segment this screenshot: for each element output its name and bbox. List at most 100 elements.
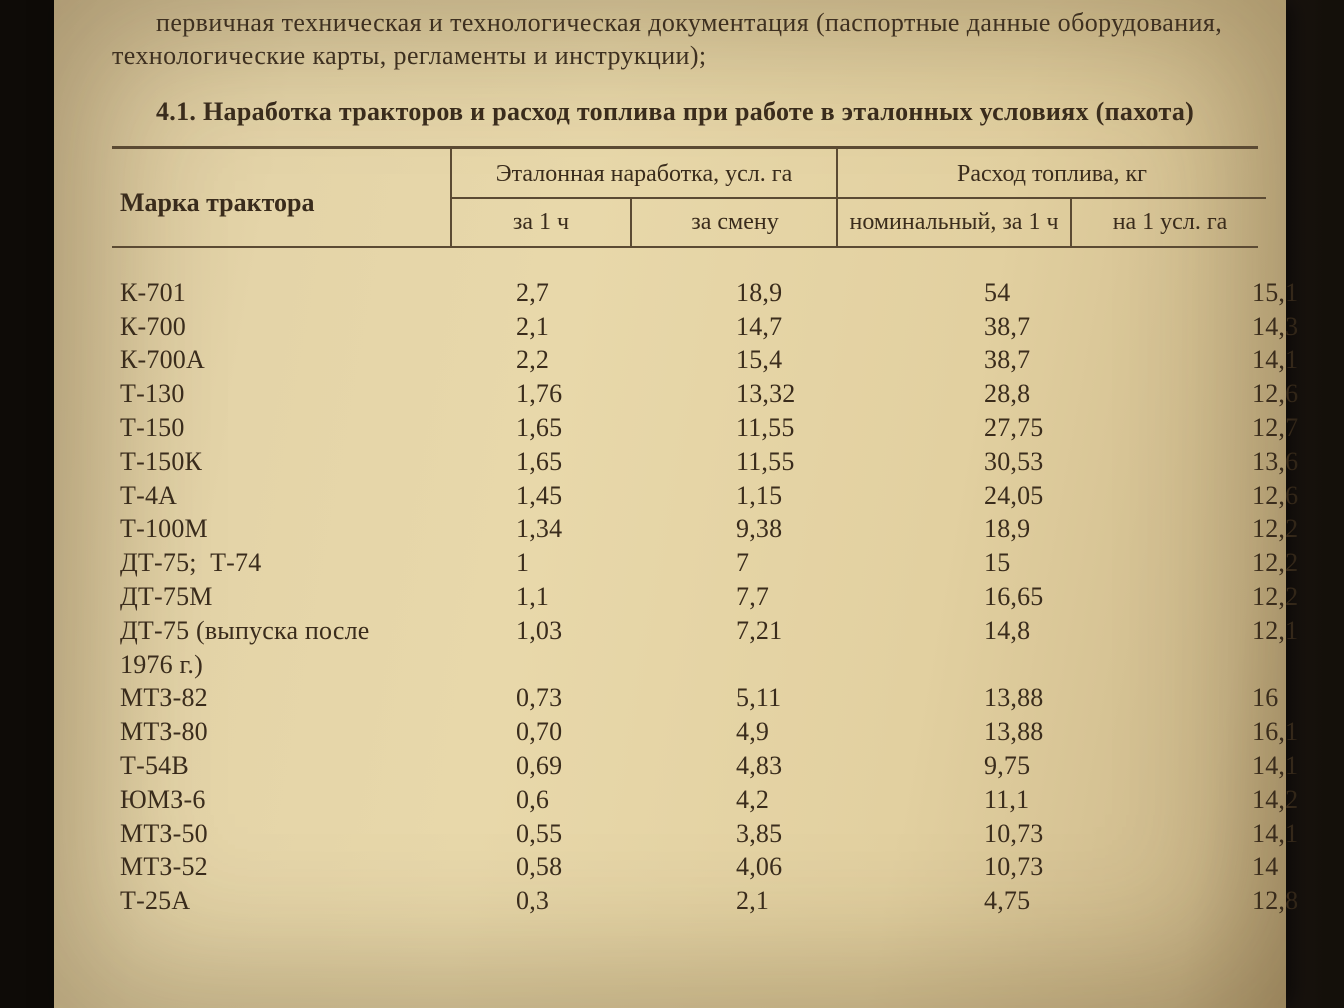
cell-model: Т-100М: [112, 512, 458, 546]
cell-per-1h: 2,1: [458, 310, 694, 344]
cell-nominal: 14,8: [942, 614, 1216, 682]
cell-model: Т-150: [112, 411, 458, 445]
scanned-page: первичная техническая и технологическая …: [54, 0, 1286, 1008]
cell-per-1h: 1,1: [458, 580, 694, 614]
table-row: МТЗ-500,553,8510,7314,1: [112, 817, 1258, 851]
table-caption: 4.1. Наработка тракторов и расход топлив…: [112, 95, 1246, 128]
cell-per-1h: 2,7: [458, 276, 694, 310]
table-row: Т-4А1,451,1524,0512,6: [112, 479, 1258, 513]
table-row: МТЗ-820,735,1113,8816: [112, 681, 1258, 715]
cell-model: Т-130: [112, 377, 458, 411]
cell-model: Т-150К: [112, 445, 458, 479]
tractor-table: Марка трактора Эталонная наработка, усл.…: [112, 146, 1258, 918]
table-row: Т-25А0,32,14,7512,8: [112, 884, 1258, 918]
cell-model: МТЗ-52: [112, 850, 458, 884]
col-header-per-usl-ga: на 1 усл. га: [1072, 199, 1268, 246]
table-row: К-7012,718,95415,1: [112, 276, 1258, 310]
cell-per-1h: 0,55: [458, 817, 694, 851]
col-header-nominal: номинальный, за 1 ч: [838, 199, 1070, 246]
cell-per-shift: 14,7: [694, 310, 942, 344]
col-header-per-1h: за 1 ч: [452, 199, 630, 246]
cell-per-shift: 7,7: [694, 580, 942, 614]
cell-model: МТЗ-50: [112, 817, 458, 851]
cell-per-1h: 0,3: [458, 884, 694, 918]
table-row: ДТ-75М1,17,716,6512,2: [112, 580, 1258, 614]
cell-per-shift: 4,2: [694, 783, 942, 817]
cell-model: ДТ-75 (выпуска после 1976 г.): [112, 614, 458, 682]
col-header-group-fuel: Расход топлива, кг: [838, 149, 1266, 197]
cell-per-1h: 0,73: [458, 681, 694, 715]
cell-nominal: 54: [942, 276, 1216, 310]
page-edge-left: [0, 0, 54, 1008]
cell-nominal: 18,9: [942, 512, 1216, 546]
table-row: МТЗ-520,584,0610,7314: [112, 850, 1258, 884]
cell-nominal: 13,88: [942, 715, 1216, 749]
cell-per-shift: 2,1: [694, 884, 942, 918]
cell-per-shift: 9,38: [694, 512, 942, 546]
table-row: Т-54В0,694,839,7514,1: [112, 749, 1258, 783]
table-row: ДТ-75 (выпуска после 1976 г.)1,037,2114,…: [112, 614, 1258, 682]
cell-nominal: 24,05: [942, 479, 1216, 513]
cell-per-shift: 11,55: [694, 411, 942, 445]
col-header-model: Марка трактора: [112, 149, 450, 228]
cell-per-1h: 0,70: [458, 715, 694, 749]
cell-nominal: 27,75: [942, 411, 1216, 445]
cell-per-1h: 2,2: [458, 343, 694, 377]
cell-per-1h: 0,6: [458, 783, 694, 817]
cell-model: К-701: [112, 276, 458, 310]
cell-model: МТЗ-80: [112, 715, 458, 749]
table-row: Т-100М1,349,3818,912,2: [112, 512, 1258, 546]
cell-per-1h: 1,03: [458, 614, 694, 682]
cell-per-shift: 13,32: [694, 377, 942, 411]
cell-per-1h: 0,69: [458, 749, 694, 783]
cell-nominal: 38,7: [942, 310, 1216, 344]
cell-nominal: 10,73: [942, 850, 1216, 884]
cell-nominal: 15: [942, 546, 1216, 580]
cell-per-shift: 18,9: [694, 276, 942, 310]
cell-per-shift: 15,4: [694, 343, 942, 377]
table-row: К-7002,114,738,714,3: [112, 310, 1258, 344]
cell-per-shift: 4,9: [694, 715, 942, 749]
table-row: ДТ-75; Т-74171512,2: [112, 546, 1258, 580]
table-row: Т-1301,7613,3228,812,6: [112, 377, 1258, 411]
page-edge-right: [1286, 0, 1344, 1008]
cell-model: МТЗ-82: [112, 681, 458, 715]
intro-paragraph: первичная техническая и технологическая …: [112, 6, 1250, 73]
cell-nominal: 10,73: [942, 817, 1216, 851]
table-row: Т-150К1,6511,5530,5313,6: [112, 445, 1258, 479]
cell-model: ДТ-75М: [112, 580, 458, 614]
cell-per-shift: 4,06: [694, 850, 942, 884]
cell-nominal: 30,53: [942, 445, 1216, 479]
cell-per-1h: 1,45: [458, 479, 694, 513]
cell-per-1h: 0,58: [458, 850, 694, 884]
cell-model: Т-54В: [112, 749, 458, 783]
cell-model: К-700А: [112, 343, 458, 377]
table-row: Т-1501,6511,5527,7512,7: [112, 411, 1258, 445]
cell-per-shift: 4,83: [694, 749, 942, 783]
col-header-per-shift: за смену: [632, 199, 838, 246]
cell-per-shift: 11,55: [694, 445, 942, 479]
cell-model: Т-25А: [112, 884, 458, 918]
cell-per-shift: 7,21: [694, 614, 942, 682]
cell-nominal: 4,75: [942, 884, 1216, 918]
cell-nominal: 38,7: [942, 343, 1216, 377]
cell-per-shift: 5,11: [694, 681, 942, 715]
cell-nominal: 13,88: [942, 681, 1216, 715]
cell-model: ДТ-75; Т-74: [112, 546, 458, 580]
cell-model: Т-4А: [112, 479, 458, 513]
table-header-bottom-rule: [112, 246, 1258, 248]
table-row: ЮМЗ-60,64,211,114,2: [112, 783, 1258, 817]
cell-per-1h: 1,65: [458, 445, 694, 479]
cell-per-1h: 1,65: [458, 411, 694, 445]
cell-per-1h: 1,34: [458, 512, 694, 546]
table-row: К-700А2,215,438,714,1: [112, 343, 1258, 377]
table-body: К-7012,718,95415,1К-7002,114,738,714,3К-…: [112, 276, 1258, 918]
cell-per-1h: 1: [458, 546, 694, 580]
cell-per-shift: 7: [694, 546, 942, 580]
cell-nominal: 16,65: [942, 580, 1216, 614]
table-header-row: Марка трактора Эталонная наработка, усл.…: [112, 149, 1258, 246]
cell-model: ЮМЗ-6: [112, 783, 458, 817]
table-row: МТЗ-800,704,913,8816,1: [112, 715, 1258, 749]
cell-nominal: 28,8: [942, 377, 1216, 411]
cell-per-1h: 1,76: [458, 377, 694, 411]
